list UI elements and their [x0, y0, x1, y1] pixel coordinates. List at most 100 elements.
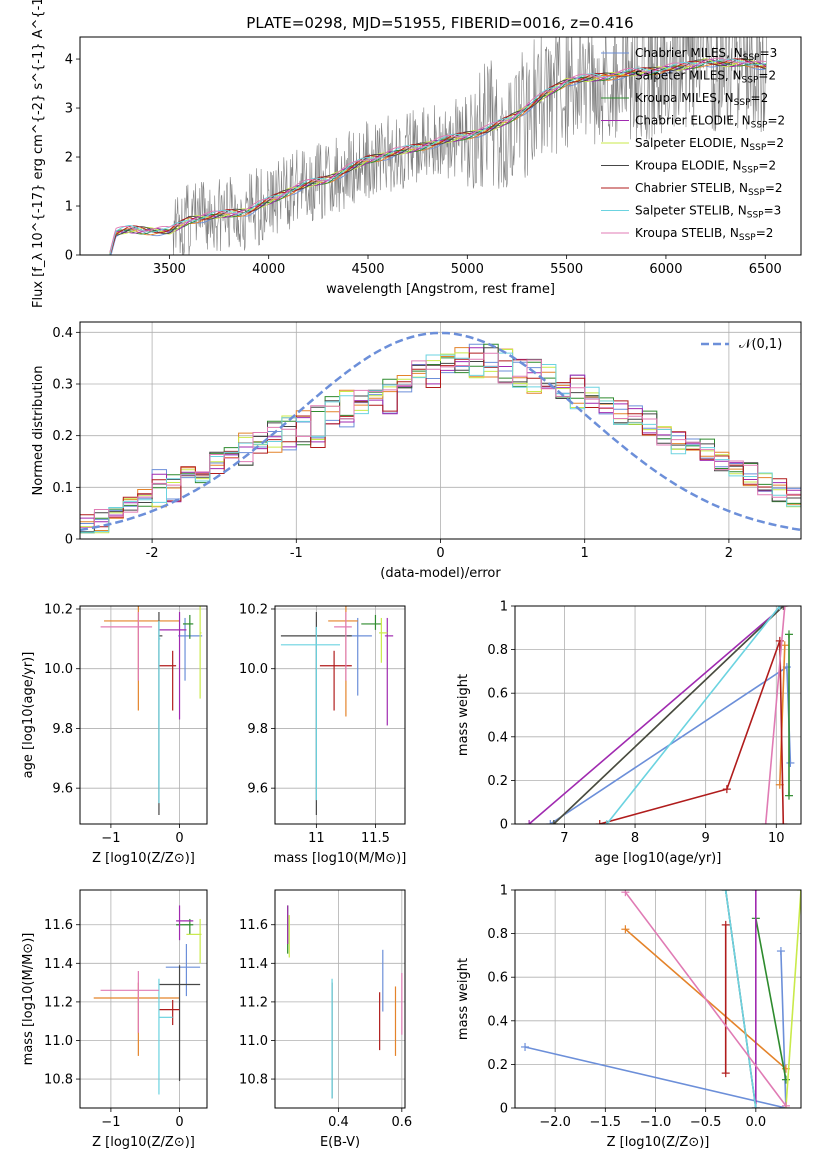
figure-title: PLATE=0298, MJD=51955, FIBERID=0016, z=0… [246, 14, 633, 32]
y-tick-label: 11.4 [44, 957, 73, 972]
weight-line [764, 606, 786, 824]
y-tick-label: 9.6 [247, 782, 268, 797]
y-tick-label: 1 [65, 200, 73, 215]
x-tick-label: 7 [560, 831, 568, 846]
mass-vs-ebv-panel: 0.4 0.6 10.8 11.0 11.2 11.4 11.6 E(B-V) [239, 889, 412, 1150]
weight-line [624, 891, 787, 1107]
x-tick-label: 6500 [749, 262, 782, 277]
y-axis-label: mass weight [456, 958, 471, 1040]
x-axis-label: wavelength [Angstrom, rest frame] [326, 282, 555, 297]
weight-line [524, 950, 787, 1108]
x-tick-label: −1.0 [640, 1115, 672, 1130]
y-tick-label: 10.0 [239, 662, 268, 677]
x-tick-label: 0.6 [391, 1115, 412, 1130]
model-line [109, 59, 767, 253]
mass-vs-metallicity-panel: −1 0 10.8 11.0 11.2 11.4 11.6 Z [log10(Z/Z⊙)] ma… [21, 889, 208, 1150]
legend: 𝒩(0,1) [701, 337, 782, 352]
spectrum-panel: 3500 4000 4500 5000 5500 6000 6500 0 1 2 3 4 wavelen… [31, 0, 802, 308]
plot-area [100, 606, 203, 816]
axes-frame [79, 605, 208, 825]
y-tick-label: 11.2 [44, 995, 73, 1010]
y-tick-label: 0.6 [487, 687, 508, 702]
x-tick-label: 0.0 [745, 1115, 766, 1130]
x-tick-label: −1 [101, 831, 120, 846]
y-tick-label: 9.8 [52, 722, 73, 737]
y-tick-label: 9.8 [247, 722, 268, 737]
x-axis-label: E(B-V) [320, 1135, 360, 1150]
axes-frame [274, 889, 406, 1109]
plot-area [109, 37, 768, 255]
weight-line [724, 890, 757, 1108]
age-vs-metallicity-panel: −1 0 9.6 9.8 10.0 10.2 Z [log10(Z/Z⊙)] age [log… [21, 602, 208, 866]
legend: Chabrier MILES, NSSP=3 Salpeter MILES, NS… [601, 46, 785, 243]
weight-line [606, 606, 781, 824]
y-tick-label: 3 [65, 102, 73, 117]
y-tick-label: 0.8 [487, 927, 508, 942]
y-tick-label: 11.6 [44, 918, 73, 933]
data-spectrum [109, 37, 768, 255]
y-tick-label: 2 [65, 151, 73, 166]
x-tick-label: 4000 [252, 262, 285, 277]
y-tick-label: 11.6 [239, 918, 268, 933]
model-line [109, 58, 767, 255]
y-tick-label: 1 [500, 884, 508, 899]
y-tick-label: 10.2 [239, 602, 268, 617]
age-vs-mass-panel: 11 11.5 9.6 9.8 10.0 10.2 mass [log10(M/M⊙)] [239, 602, 406, 866]
y-tick-label: 0 [500, 818, 508, 833]
plot-area [93, 905, 202, 1095]
x-tick-label: 8 [631, 831, 639, 846]
weight-line [785, 890, 801, 1108]
y-tick-label: 11.0 [239, 1034, 268, 1049]
plot-area [521, 890, 801, 1108]
x-tick-label: 5000 [451, 262, 484, 277]
y-tick-label: 0.1 [52, 481, 73, 496]
weight-vs-metallicity-panel: −2.0 −1.5 −1.0 −0.5 0.0 0 0.2 0.4 0.6 0.8 1 Z [log1… [456, 884, 802, 1150]
y-tick-label: 11.0 [44, 1034, 73, 1049]
y-tick-label: 0 [65, 533, 73, 548]
x-tick-label: 1 [581, 546, 589, 561]
axes-frame [274, 605, 406, 825]
y-tick-label: 1 [500, 600, 508, 615]
legend-label: Kroupa STELIB, NSSP=2 [635, 226, 773, 243]
y-tick-label: 10.8 [239, 1073, 268, 1088]
x-axis-label: age [log10(age/yr)] [595, 851, 722, 866]
y-tick-label: 0.3 [52, 378, 73, 393]
weight-line [755, 918, 787, 1080]
y-axis-label: Flux [f_λ 10^{-17} erg cm^{-2} s^{-1} A^… [31, 0, 46, 308]
plot-area [80, 331, 801, 539]
x-tick-label: −2.0 [539, 1115, 571, 1130]
y-tick-label: 0.4 [487, 1014, 508, 1029]
y-axis-label: mass [log10(M/M⊙)] [21, 933, 36, 1066]
axes-frame [514, 605, 802, 825]
y-axis-label: mass weight [456, 674, 471, 756]
x-tick-label: −1.5 [590, 1115, 622, 1130]
weight-line [549, 665, 792, 824]
axes-frame [79, 36, 802, 256]
x-tick-label: 5500 [550, 262, 583, 277]
axes-frame [79, 321, 802, 540]
y-tick-label: 0.4 [487, 730, 508, 745]
weight-line [553, 606, 784, 824]
plot-area [280, 606, 394, 816]
model-line [109, 58, 767, 254]
weight-vs-age-panel: 7 8 9 10 0 0.2 0.4 0.6 0.8 1 age [log10(age/yr)] ma… [456, 600, 802, 866]
x-tick-label: 3500 [153, 262, 186, 277]
y-tick-label: 10.0 [44, 662, 73, 677]
x-tick-label: 9 [702, 831, 710, 846]
y-tick-label: 11.4 [239, 957, 268, 972]
x-tick-label: 0 [436, 546, 444, 561]
model-line [109, 61, 767, 255]
x-tick-label: 0 [175, 831, 183, 846]
y-axis-label: age [log10(age/yr)] [21, 652, 36, 779]
model-line [109, 57, 767, 253]
gaussian-curve [80, 331, 801, 532]
y-tick-label: 0.4 [52, 326, 73, 341]
x-tick-label: 11 [308, 831, 325, 846]
x-tick-label: 4500 [351, 262, 384, 277]
x-axis-label: Z [log10(Z/Z⊙)] [92, 1135, 195, 1150]
legend-label: Salpeter STELIB, NSSP=3 [635, 204, 781, 221]
axes-frame [514, 889, 802, 1109]
x-axis-label: (data-model)/error [380, 566, 501, 581]
histogram [80, 352, 801, 539]
